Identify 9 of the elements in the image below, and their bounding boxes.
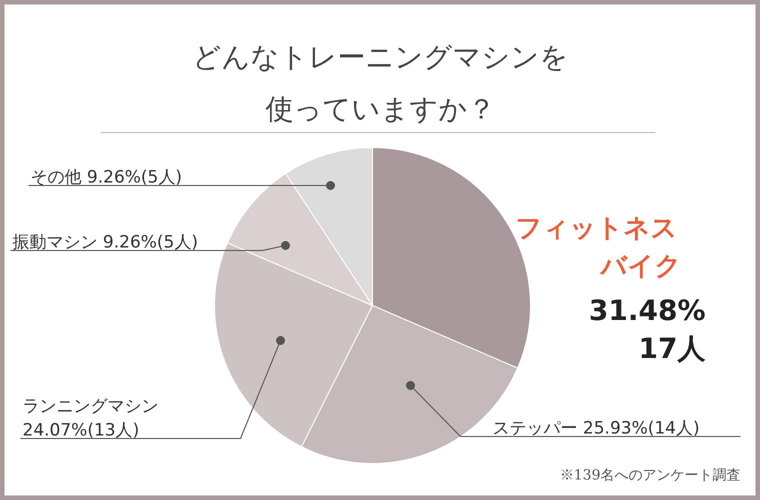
chart-title: どんなトレーニングマシンを使っていますか？ (192, 40, 568, 126)
text: ※139名へのアンケート調査 (560, 468, 741, 484)
slice-label: その他 9.26%(5人) (30, 168, 182, 188)
slice-label: ステッパー 25.93%(14人) (492, 418, 700, 438)
slice-label: ランニングマシン (22, 396, 158, 416)
data-label: 31.48% 17人 (588, 294, 706, 365)
data-label: 24.07%(13人) (22, 420, 140, 440)
slice-label: フィットネスバイク (516, 214, 682, 282)
slice-label: 振動マシン 9.26%(5人) (12, 232, 198, 252)
